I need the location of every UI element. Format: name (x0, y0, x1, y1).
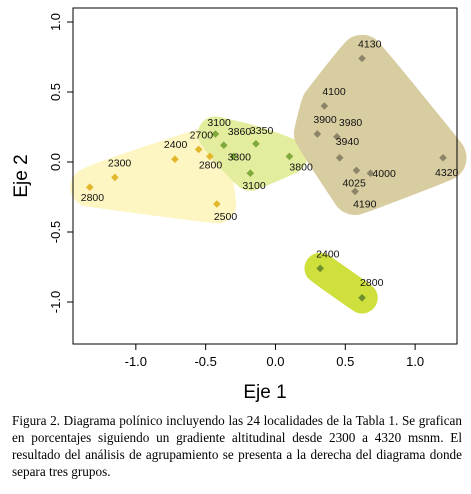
y-axis-title: Eje 2 (11, 154, 32, 197)
y-tick-label: 0.0 (48, 153, 63, 171)
data-point-2400 (316, 264, 324, 273)
data-point-3860 (220, 141, 228, 149)
data-point-4000 (366, 169, 375, 177)
data-point-2800 (206, 152, 214, 161)
y-tick-label: -0.5 (48, 221, 63, 243)
x-tick-label: -0.5 (194, 354, 216, 369)
point-label-3100: 3100 (207, 117, 231, 129)
group-hull-1 (70, 129, 237, 224)
x-tick-label: 0.5 (336, 354, 354, 369)
point-label-4320: 4320 (435, 167, 459, 179)
data-point-3100 (246, 169, 255, 177)
point-label-3100: 3100 (242, 180, 266, 192)
x-axis-title: Eje 1 (243, 382, 286, 403)
group-hull-2 (197, 116, 308, 191)
data-point-3100 (211, 130, 220, 138)
data-point-3800 (285, 152, 294, 161)
point-label-4025: 4025 (342, 177, 366, 189)
point-labels: 2800230024002700280025003100386033003350… (81, 38, 459, 288)
group-hull-3 (293, 34, 467, 215)
data-point-2500 (213, 200, 221, 208)
data-points (85, 54, 447, 302)
point-label-2800: 2800 (81, 192, 105, 204)
point-label-3860: 3860 (228, 126, 252, 138)
scatter-chart: 2800230024002700280025003100386033003350… (11, 7, 467, 403)
data-point-4025 (352, 166, 361, 175)
x-tick-label: -1.0 (125, 354, 147, 369)
data-point-3940 (335, 154, 344, 162)
data-point-4130 (358, 54, 366, 63)
data-point-3350 (252, 140, 260, 148)
data-point-4100 (320, 102, 329, 110)
group-hulls (70, 34, 467, 314)
point-label-3350: 3350 (250, 125, 274, 137)
data-point-2400 (171, 155, 179, 163)
point-label-2400: 2400 (316, 248, 340, 260)
point-label-4130: 4130 (358, 38, 382, 50)
point-label-3980: 3980 (339, 117, 363, 129)
point-label-3800: 3800 (289, 161, 313, 173)
point-label-2800: 2800 (360, 277, 384, 289)
point-label-3900: 3900 (313, 114, 337, 126)
point-label-2500: 2500 (214, 211, 238, 223)
figure-caption: Figura 2. Diagrama polínico incluyendo l… (12, 413, 462, 479)
x-tick-label: 1.0 (406, 354, 424, 369)
data-point-2800 (358, 294, 366, 302)
data-point-3300 (229, 152, 238, 161)
data-point-4190 (351, 187, 359, 196)
y-axis: -1.0 -0.5 0.0 0.5 1.0 (48, 13, 73, 313)
point-label-4000: 4000 (372, 168, 396, 180)
point-label-2700: 2700 (190, 129, 214, 141)
point-label-2800: 2800 (199, 159, 223, 171)
data-point-2300 (111, 173, 119, 182)
point-label-3300: 3300 (228, 151, 252, 163)
data-point-3980 (333, 133, 341, 141)
x-tick-label: 0.0 (266, 354, 284, 369)
y-tick-label: 0.5 (48, 83, 63, 101)
data-point-2700 (194, 145, 203, 154)
point-label-2300: 2300 (108, 157, 132, 169)
point-label-3940: 3940 (336, 136, 360, 148)
x-axis: -1.0 -0.5 0.0 0.5 1.0 (125, 344, 424, 369)
point-label-4100: 4100 (322, 86, 346, 98)
y-tick-label: 1.0 (48, 13, 63, 31)
data-point-2800 (85, 183, 94, 191)
data-point-3900 (313, 130, 322, 138)
point-label-4190: 4190 (353, 198, 377, 210)
data-point-4320 (439, 154, 447, 162)
plot-frame (72, 7, 458, 345)
point-label-2400: 2400 (164, 139, 188, 151)
y-tick-label: -1.0 (48, 291, 63, 313)
